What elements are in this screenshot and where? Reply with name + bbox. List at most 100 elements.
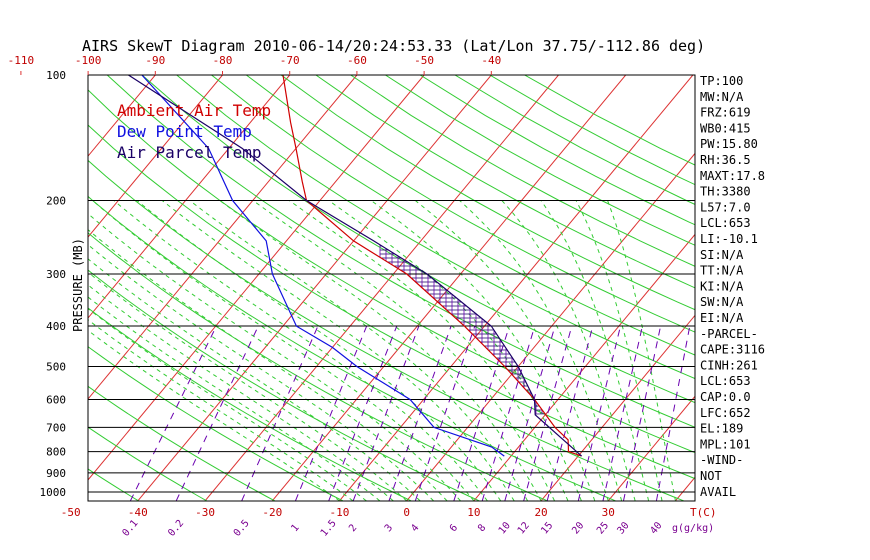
dewpoint-line [141, 75, 505, 457]
pressure-tick-label: 700 [46, 421, 66, 434]
stat-item: WB0:415 [700, 121, 751, 135]
isotherm-line [88, 75, 425, 481]
bottom-tick-label: -30 [195, 506, 215, 519]
dry-adiabat [315, 75, 695, 289]
dry-adiabat [88, 385, 275, 501]
moist-adiabat [92, 200, 475, 501]
stat-item: CAP:0.0 [700, 390, 751, 404]
moist-adiabat [189, 200, 529, 501]
dry-adiabat [280, 75, 695, 311]
moist-adiabat [88, 244, 434, 501]
stat-item: PW:15.80 [700, 137, 758, 151]
dry-adiabat [106, 75, 695, 428]
pressure-tick-label: 800 [46, 446, 66, 459]
mixing-unit-label: g(g/kg) [672, 523, 714, 534]
isotherm-line [88, 75, 223, 238]
isotherm-line [406, 152, 695, 501]
mixing-ratio-line [175, 325, 259, 501]
moist-adiabat [161, 200, 515, 501]
stat-item: CINH:261 [700, 358, 758, 372]
mixing-ratio-line [328, 325, 398, 501]
stat-item: LCL:653 [700, 216, 751, 230]
mixing-ratio-line [623, 325, 662, 501]
dry-adiabat [88, 307, 412, 501]
mixing-ratio-line [295, 325, 368, 501]
bottom-tick-label: 20 [534, 506, 547, 519]
mixing-ratio-labels: 0.1 0.2 0.5 1 1.5 2 3 4 6 8 10 12 15 20 25 30 40 [120, 518, 664, 539]
moist-adiabat [88, 258, 421, 501]
moist-adiabat [575, 200, 663, 501]
dry-adiabat [88, 346, 344, 501]
moist-adiabat [88, 319, 354, 501]
isotherm-line [88, 75, 358, 400]
stat-item: KI:N/A [700, 279, 744, 293]
moist-adiabat [88, 284, 394, 501]
profile-curves [128, 75, 582, 457]
mixing-ratio-label: 15 [539, 520, 555, 536]
mixing-ratio-label: 2 [347, 523, 359, 535]
mixing-ratio-label: 3 [383, 523, 395, 535]
mixing-ratio-line [523, 325, 573, 501]
dry-adiabat [211, 75, 695, 356]
mixing-ratio-label: 0.5 [232, 518, 252, 539]
mixing-ratio-label: 6 [448, 523, 460, 535]
pressure-tick-label: 400 [46, 320, 66, 333]
mixing-ratio-label: 4 [409, 523, 421, 535]
stat-item: -WIND- [700, 453, 743, 467]
dry-adiabat [88, 426, 207, 501]
mixing-ratio-line [388, 325, 452, 501]
dry-adiabat [524, 75, 695, 166]
top-tick-label: -40 [481, 54, 501, 67]
bottom-tick-label: -40 [128, 506, 148, 519]
bottom-temperature-ticks: -50 -40 -30 -20 -10 0 10 20 30 [61, 506, 615, 519]
top-tick-label: -100 [75, 54, 102, 67]
dry-adiabat [454, 75, 695, 206]
dry-adiabat [88, 159, 684, 501]
stat-item: MW:N/A [700, 90, 744, 104]
bottom-tick-label: -50 [61, 506, 81, 519]
mixing-ratio-line [129, 325, 217, 501]
pressure-tick-label: 300 [46, 268, 66, 281]
dry-adiabat [88, 89, 695, 454]
dry-adiabat [88, 232, 548, 501]
dry-adiabat [385, 75, 695, 246]
moist-adiabat [459, 200, 623, 501]
mixing-ratio-label: 0.2 [166, 518, 186, 539]
legend-entry: Ambient Air Temp [117, 101, 271, 120]
dry-adiabat [0, 75, 70, 501]
mixing-ratio-line [655, 325, 691, 501]
mixing-ratio-label: 25 [595, 520, 611, 536]
top-tick-label: -60 [347, 54, 367, 67]
stat-item: EI:N/A [700, 311, 744, 325]
top-tick-label: -90 [145, 54, 165, 67]
moist-adiabat [88, 229, 448, 501]
pressure-tick-label: 200 [46, 195, 66, 208]
dry-adiabat [245, 75, 695, 333]
bottom-tick-label: 30 [602, 506, 615, 519]
top-tick-label: -50 [414, 54, 434, 67]
moist-adiabat [113, 200, 488, 501]
y-axis-label: PRESSURE (MB) [71, 238, 85, 332]
bottom-tick-label: -20 [262, 506, 282, 519]
mixing-ratio-label: 0.1 [120, 518, 140, 539]
stat-item: SW:N/A [700, 295, 744, 309]
mixing-ratio-line [504, 325, 556, 501]
top-tick-label: -80 [213, 54, 233, 67]
moist-adiabat [88, 213, 461, 501]
stat-item: -PARCEL- [700, 327, 758, 341]
mixing-ratio-line [453, 325, 510, 501]
moist-adiabat [501, 200, 636, 501]
stat-item: L57:7.0 [700, 200, 751, 214]
moist-adiabat [88, 308, 367, 501]
stat-item: AVAIL [700, 485, 736, 499]
stat-item: FRZ:619 [700, 106, 751, 120]
mixing-ratio-line [481, 325, 536, 501]
dry-adiabat [88, 124, 695, 480]
moist-adiabat [136, 200, 502, 501]
mixing-ratio-label: 10 [497, 520, 513, 536]
isotherm-line [88, 75, 156, 157]
pressure-tick-label: 100 [46, 69, 66, 82]
ambient-temp-line [282, 75, 582, 457]
